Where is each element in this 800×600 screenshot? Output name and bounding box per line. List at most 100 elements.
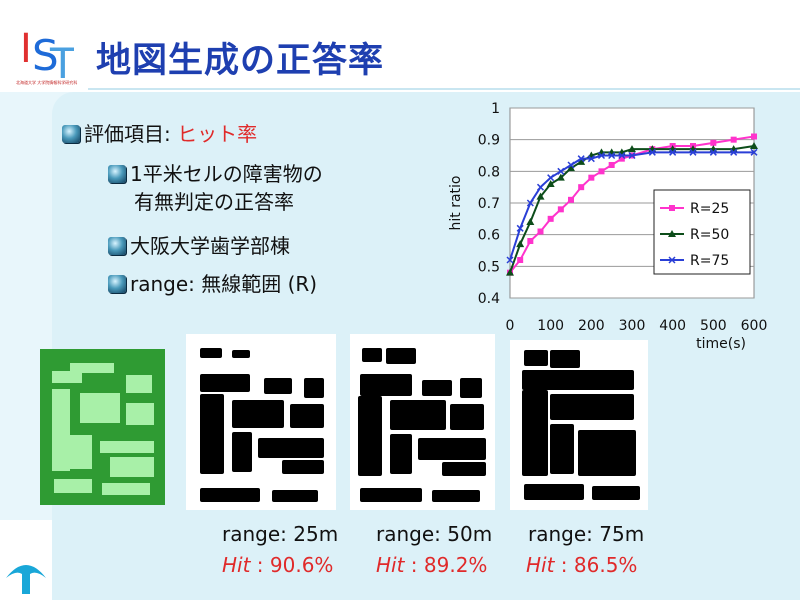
data-point [628,145,636,153]
y-tick-label: 0.5 [478,259,500,275]
hit-value: 86.5% [573,553,638,577]
data-point [598,168,605,175]
data-point [547,215,554,222]
hit-ratio-chart: 0.4 0.5 0.6 0.7 0.8 0.9 1 0 100 200 300 400 500 600 ti… [448,101,768,352]
data-point [547,174,555,182]
data-point [577,157,586,165]
data-point [587,155,595,163]
data-point [608,162,615,168]
data-point [556,173,565,181]
data-point [536,183,545,191]
legend-label: R=75 [690,253,729,269]
x-tick-label: 100 [537,318,564,334]
hit-value: 90.6% [269,553,334,577]
data-point [578,184,585,191]
hit-label: Hit [376,553,405,577]
data-point [526,218,535,225]
data-point [577,155,585,163]
y-tick-label: 0.4 [478,291,500,307]
bullet-sub3-text: range: 無線範囲 (R) [130,272,318,296]
hit-label: Hit [222,553,251,577]
svg-text:I: I [20,26,32,72]
data-point [648,148,656,156]
data-point [618,151,626,160]
x-axis-label: time(s) [696,336,746,352]
data-point [669,148,677,156]
bullet-orb-icon [108,237,126,255]
hit-sep: : [250,553,270,577]
hit-sep: : [554,553,574,577]
bullet-sub-1: 1平米セルの障害物の 有無判定の正答率 [108,160,323,216]
map-range-75 [510,340,648,510]
bullet-label: 評価項目: [84,122,178,146]
hit-label: Hit [526,553,555,577]
x-tick-label: 400 [659,318,686,334]
data-point [567,164,575,172]
map-range-25 [186,334,336,510]
data-point [689,148,697,156]
data-point [618,155,625,162]
caption-range-25: range: 25m [222,522,339,546]
data-point [516,224,524,232]
slide-title: 地図生成の正答率 [96,41,385,81]
data-point [567,161,575,169]
bullet-sub-3: range: 無線範囲 (R) [108,270,317,298]
svg-text:T: T [49,39,74,88]
x-tick-label: 500 [700,318,727,334]
data-point [506,268,514,276]
y-tick-label: 0.7 [478,196,500,212]
legend-label: R=50 [690,227,729,243]
x-tick-label: 600 [741,318,768,334]
legend-marker [668,230,676,237]
university-logo-icon [6,565,46,594]
bullet-orb-icon [108,275,126,293]
y-axis-label: hit ratio [448,176,464,231]
data-point [750,148,758,156]
data-point [730,148,738,156]
legend-marker [668,256,676,264]
data-point [628,151,636,160]
data-point [557,206,564,213]
data-point [526,199,534,207]
y-tick-label: 0.6 [478,228,500,244]
hit-sep: : [404,553,424,577]
hit-range-50: Hit : 89.2% [376,553,487,577]
data-point [527,238,534,244]
title-divider [88,88,800,90]
building-map-photo [40,349,165,505]
bullet-sub1-line1: 1平米セルの障害物の [130,162,323,186]
ist-logo-icon: I S T [20,26,74,88]
y-tick-label: 0.8 [478,164,500,180]
data-point [608,151,616,160]
data-point [751,133,757,140]
svg-text:S: S [32,31,59,80]
header-band [0,0,800,92]
data-point [597,151,606,160]
data-point [517,257,524,263]
data-point [537,228,544,235]
data-point [710,139,717,146]
x-tick-label: 0 [506,318,515,334]
y-tick-label: 0.9 [478,133,500,149]
data-point [506,256,514,264]
caption-range-75: range: 75m [528,522,645,546]
data-point [588,174,595,181]
data-point [546,180,555,187]
caption-range-50: range: 50m [376,522,493,546]
data-point [750,142,758,149]
bullet-sub1-line2: 有無判定の正答率 [134,190,294,214]
hit-range-75: Hit : 86.5% [526,553,637,577]
data-point [536,192,545,200]
bullet-sub2-text: 大阪大学歯学部棟 [130,234,290,258]
data-point [516,240,525,248]
data-point [709,148,717,156]
x-tick-label: 200 [578,318,605,334]
logo-caption: 北海道大学 大学院情報科学研究科 [16,80,78,85]
bullet-orb-icon [62,125,80,143]
bullet-evaluation: 評価項目: ヒット率 [62,120,257,148]
map-range-50 [350,334,495,510]
data-point [730,136,737,143]
bullet-sub-2: 大阪大学歯学部棟 [108,232,290,260]
bullet-orb-icon [108,165,126,183]
legend-marker [669,205,675,211]
